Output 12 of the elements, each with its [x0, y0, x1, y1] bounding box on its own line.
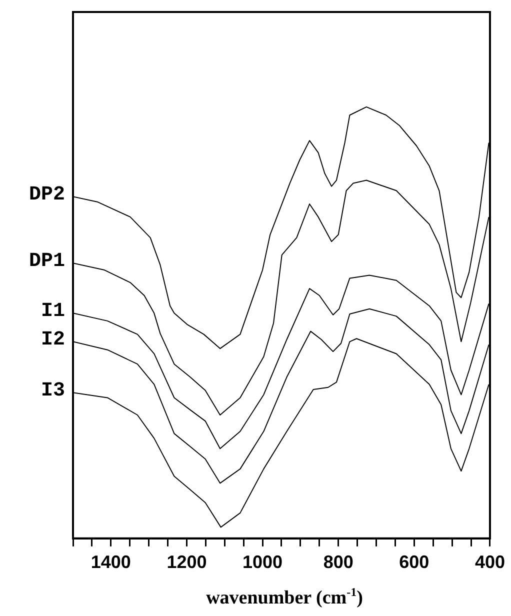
- x-tick-label: 800: [323, 552, 354, 572]
- x-tick-label: 1200: [166, 552, 207, 572]
- series-label: DP2: [28, 184, 65, 207]
- x-axis-title: wavenumber (cm$^{-1}$): [205, 585, 364, 610]
- x-tick-label: 1400: [90, 552, 131, 572]
- x-tick-label: 1000: [242, 552, 283, 572]
- x-tick-label: 600: [399, 552, 430, 572]
- series-label: DP1: [28, 250, 65, 274]
- x-tick-label: 400: [474, 552, 506, 572]
- series-label: I1: [40, 300, 65, 324]
- series-label: I2: [40, 328, 65, 352]
- series-label: I3: [40, 380, 65, 403]
